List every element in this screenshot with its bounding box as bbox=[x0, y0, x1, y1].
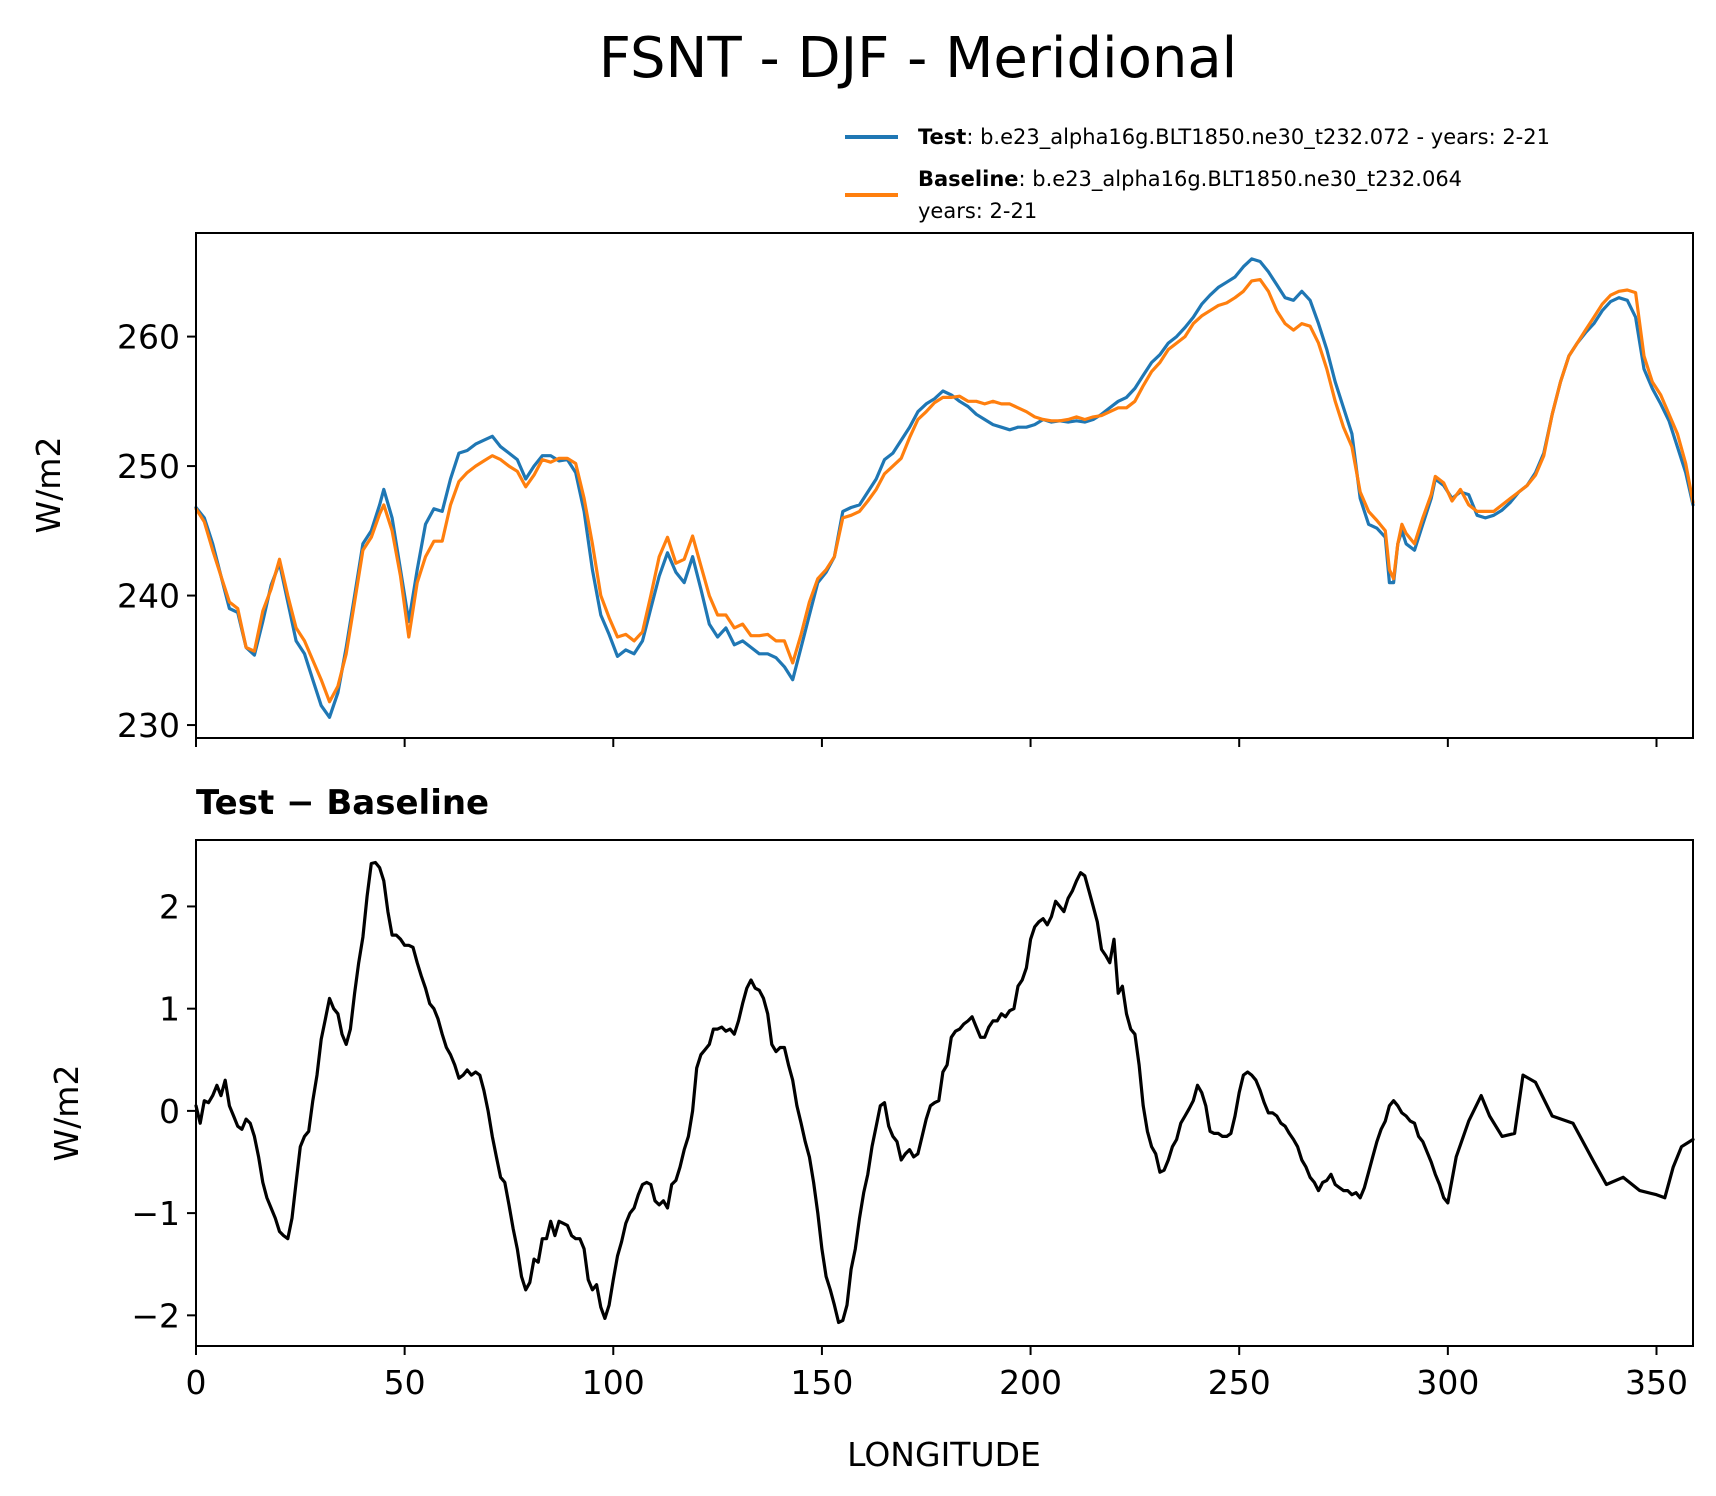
x-axis-label: LONGITUDE bbox=[847, 1435, 1041, 1474]
top-panel-y-axis-label: W/m2 bbox=[29, 437, 68, 534]
y-tick-label: 230 bbox=[117, 706, 180, 745]
series-line-baseline bbox=[194, 278, 1695, 704]
bottom-panel-series bbox=[194, 860, 1695, 1325]
y-tick-label: −2 bbox=[131, 1296, 180, 1335]
top-panel-y-ticks: 230 240 250 260 bbox=[117, 318, 196, 745]
top-panel-x-ticks bbox=[195, 738, 1658, 747]
y-tick-label: −1 bbox=[131, 1194, 180, 1233]
figure-title: FSNT - DJF - Meridional bbox=[599, 26, 1237, 91]
bottom-panel-y-axis-label: W/m2 bbox=[47, 1065, 86, 1162]
x-tick-label: 150 bbox=[790, 1363, 853, 1402]
series-line-test bbox=[194, 257, 1695, 719]
legend-baseline-label-line2: years: 2-21 bbox=[918, 199, 1037, 223]
y-tick-label: 0 bbox=[159, 1092, 180, 1131]
legend-baseline-label: Baseline: b.e23_alpha16g.BLT1850.ne30_t2… bbox=[918, 167, 1462, 192]
top-panel-frame bbox=[195, 232, 1694, 739]
legend: Test: b.e23_alpha16g.BLT1850.ne30_t232.0… bbox=[845, 125, 1550, 223]
y-tick-label: 250 bbox=[117, 447, 180, 486]
x-tick-label: 100 bbox=[582, 1363, 645, 1402]
bottom-panel-frame bbox=[195, 839, 1694, 1347]
x-tick-label: 200 bbox=[999, 1363, 1062, 1402]
x-tick-label: 50 bbox=[384, 1363, 426, 1402]
bottom-panel-x-ticks: 0 50 100 150 200 250 300 350 bbox=[186, 1346, 1688, 1402]
bottom-panel-title: Test − Baseline bbox=[196, 783, 489, 823]
y-tick-label: 1 bbox=[159, 990, 180, 1029]
top-panel: 230 240 250 260 W/m2 bbox=[29, 232, 1695, 747]
legend-test-label: Test: b.e23_alpha16g.BLT1850.ne30_t232.0… bbox=[918, 125, 1550, 150]
y-tick-label: 240 bbox=[117, 577, 180, 616]
x-tick-label: 350 bbox=[1625, 1363, 1688, 1402]
x-tick-label: 0 bbox=[186, 1363, 207, 1402]
y-tick-label: 260 bbox=[117, 318, 180, 357]
y-tick-label: 2 bbox=[159, 887, 180, 926]
x-tick-label: 250 bbox=[1208, 1363, 1271, 1402]
series-line-difference bbox=[194, 860, 1695, 1325]
x-tick-label: 300 bbox=[1416, 1363, 1479, 1402]
top-panel-series bbox=[194, 257, 1695, 719]
bottom-panel: Test − Baseline −2 −1 0 1 2 0 50 100 150 200 250 3… bbox=[47, 783, 1695, 1474]
bottom-panel-y-ticks: −2 −1 0 1 2 bbox=[131, 887, 196, 1335]
